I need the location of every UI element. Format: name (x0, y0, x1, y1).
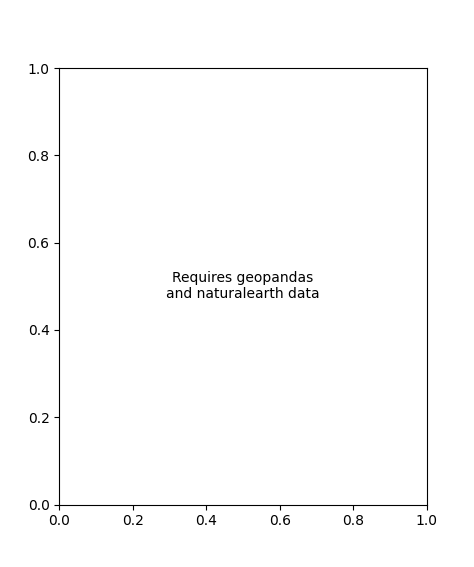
Text: Requires geopandas
and naturalearth data: Requires geopandas and naturalearth data (166, 271, 320, 302)
